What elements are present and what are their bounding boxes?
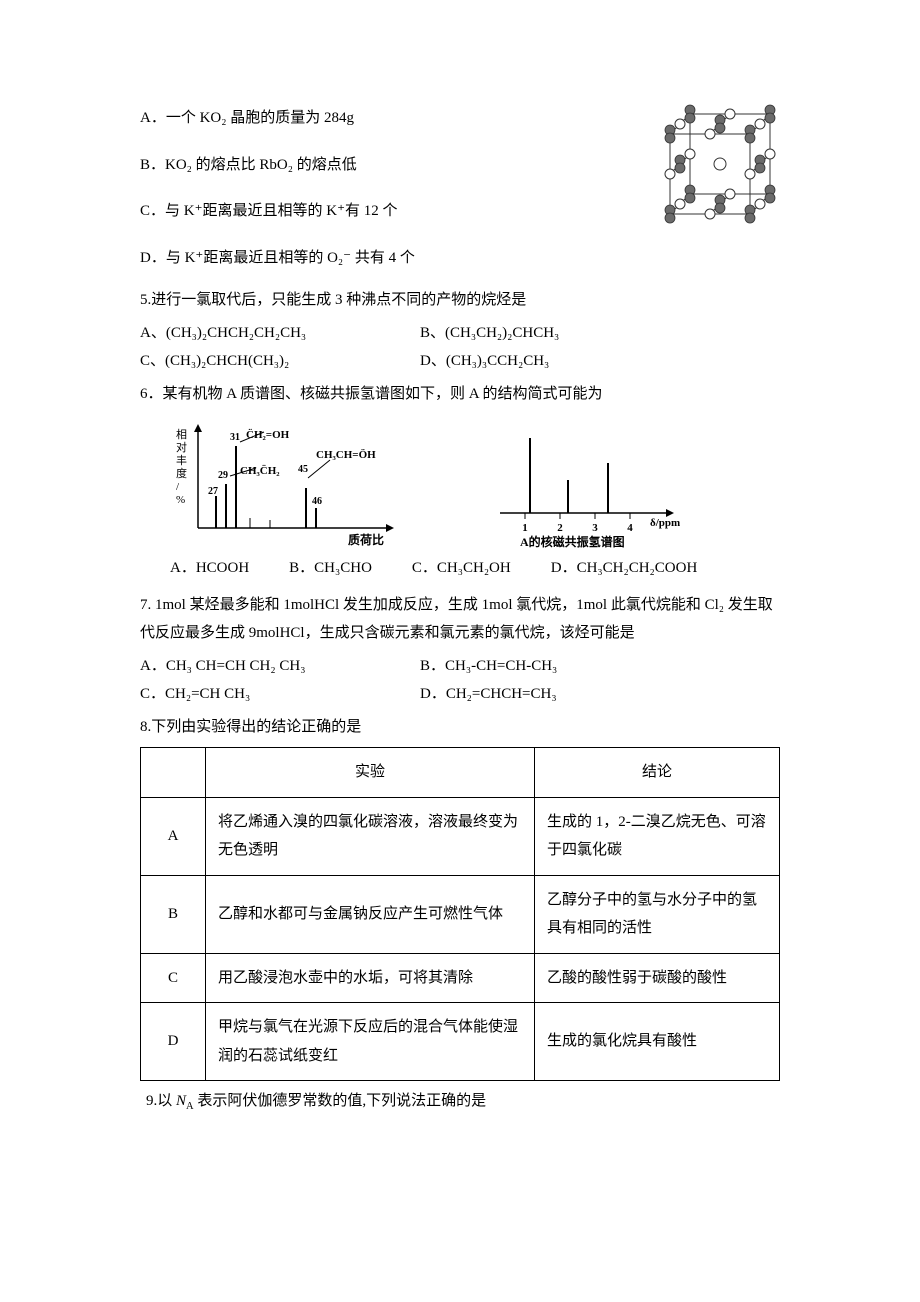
svg-text:A的核磁共振氢谱图: A的核磁共振氢谱图 — [520, 534, 625, 548]
svg-text:C̈H₂=OH: C̈H₂=OH — [246, 428, 290, 441]
q6-option-b: B．CH₃CHO — [289, 554, 372, 583]
svg-text:31: 31 — [230, 432, 240, 443]
q7-option-d: D．CH₂=CHCH=CH₃ — [420, 680, 700, 709]
svg-text:度: 度 — [176, 466, 187, 480]
q5-stem: 5.进行一氯取代后，只能生成 3 种沸点不同的产物的烷烃是 — [140, 286, 780, 315]
q9-stem: 9.以 NA 表示阿伏伽德罗常数的值,下列说法正确的是 — [146, 1087, 780, 1116]
q8-header-blank — [141, 748, 206, 798]
svg-text:/: / — [176, 481, 180, 493]
svg-text:2: 2 — [557, 522, 563, 534]
q7-option-a: A．CH₃ CH=CH CH₂ CH₃ — [140, 652, 420, 681]
crystal-structure-icon — [640, 94, 790, 264]
q5-option-c: C、(CH₃)₂CHCH(CH₃)₂ — [140, 347, 420, 376]
mass-spectrum-chart: 相 对 丰 度 / % 质荷比 — [170, 418, 410, 548]
q5-options: A、(CH₃)₂CHCH₂CH₂CH₃ B、(CH₃CH₂)₂CHCH₃ C、(… — [140, 319, 780, 376]
svg-text:丰: 丰 — [176, 454, 187, 467]
svg-text:27: 27 — [208, 486, 218, 497]
svg-text:45: 45 — [298, 464, 308, 475]
q5-option-b: B、(CH₃CH₂)₂CHCH₃ — [420, 319, 700, 348]
table-row: B 乙醇和水都可与金属钠反应产生可燃性气体 乙醇分子中的氢与水分子中的氢具有相同… — [141, 875, 780, 953]
svg-text:对: 对 — [176, 440, 187, 454]
q6-options: A．HCOOH B．CH₃CHO C．CH₃CH₂OH D．CH₃CH₂CH₂C… — [170, 554, 780, 583]
q6-option-a: A．HCOOH — [170, 554, 249, 583]
q6-option-d: D．CH₃CH₂CH₂COOH — [551, 554, 698, 583]
q5-option-d: D、(CH₃)₃CCH₂CH₃ — [420, 347, 700, 376]
svg-text:46: 46 — [312, 496, 322, 507]
q7-stem: 7. 1mol 某烃最多能和 1molHCl 发生加成反应，生成 1mol 氯代… — [140, 591, 780, 648]
svg-text:%: % — [176, 494, 185, 506]
svg-text:1: 1 — [522, 522, 528, 534]
table-row: C 用乙酸浸泡水壶中的水垢，可将其清除 乙酸的酸性弱于碳酸的酸性 — [141, 953, 780, 1003]
q7-option-c: C．CH₂=CH CH₃ — [140, 680, 420, 709]
svg-text:质荷比: 质荷比 — [348, 532, 384, 547]
q4-block: A．一个 KO₂ 晶胞的质量为 284g B．KO₂ 的熔点比 RbO₂ 的熔点… — [140, 104, 780, 272]
table-row: A 将乙烯通入溴的四氯化碳溶液，溶液最终变为无色透明 生成的 1，2-二溴乙烷无… — [141, 797, 780, 875]
table-row: D 甲烷与氯气在光源下反应后的混合气体能使湿润的石蕊试纸变红 生成的氯化烷具有酸… — [141, 1003, 780, 1081]
q6-figures: 相 对 丰 度 / % 质荷比 — [170, 418, 780, 548]
q8-header-con: 结论 — [535, 748, 780, 798]
nmr-chart: 1 2 3 4 δ/ppm A的核磁共振氢谱图 — [490, 418, 700, 548]
q6-option-c: C．CH₃CH₂OH — [412, 554, 511, 583]
svg-text:3: 3 — [592, 522, 598, 534]
svg-text:29: 29 — [218, 470, 228, 481]
q7-option-b: B．CH₃-CH=CH-CH₃ — [420, 652, 700, 681]
q7-options: A．CH₃ CH=CH CH₂ CH₃ B．CH₃-CH=CH-CH₃ C．CH… — [140, 652, 780, 709]
q6-stem: 6．某有机物 A 质谱图、核磁共振氢谱图如下，则 A 的结构简式可能为 — [140, 380, 780, 409]
q5-option-a: A、(CH₃)₂CHCH₂CH₂CH₃ — [140, 319, 420, 348]
svg-text:δ/ppm: δ/ppm — [650, 517, 680, 529]
svg-text:相: 相 — [176, 428, 187, 441]
q8-stem: 8.下列由实验得出的结论正确的是 — [140, 713, 780, 742]
svg-text:4: 4 — [627, 522, 633, 534]
svg-text:CH₃CH=ÖH: CH₃CH=ÖH — [316, 448, 376, 461]
q8-table: 实验 结论 A 将乙烯通入溴的四氯化碳溶液，溶液最终变为无色透明 生成的 1，2… — [140, 747, 780, 1081]
q8-header-exp: 实验 — [206, 748, 535, 798]
